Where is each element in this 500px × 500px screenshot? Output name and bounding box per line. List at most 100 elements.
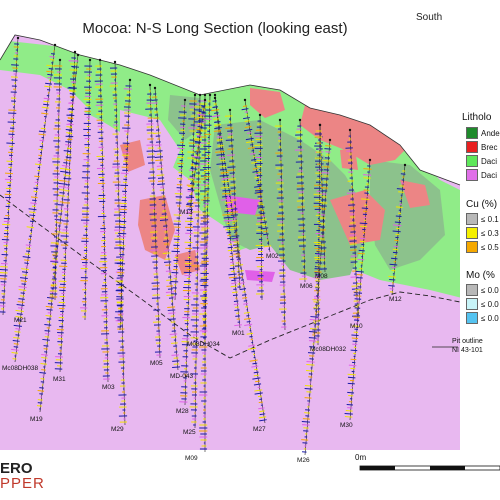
assay-tick [196, 128, 203, 131]
assay-tick [253, 368, 258, 371]
assay-tick [19, 295, 25, 297]
assay-tick [301, 439, 309, 441]
assay-tick [259, 419, 267, 422]
breccia-zone-6 [340, 148, 358, 170]
scale-zero-label: 0m [355, 453, 367, 462]
assay-tick [48, 68, 54, 70]
assay-tick [49, 55, 56, 58]
assay-tick [191, 161, 199, 164]
assay-tick [309, 328, 318, 330]
assay-tick [29, 214, 36, 217]
assay-tick [249, 359, 258, 362]
assay-tick [214, 112, 219, 114]
assay-tick [187, 185, 196, 188]
legend-label: Brec [481, 142, 498, 152]
assay-tick [39, 139, 45, 142]
drill-collar [243, 98, 247, 102]
assay-tick [231, 240, 240, 243]
assay-tick [33, 187, 39, 190]
assay-tick [38, 130, 47, 133]
assay-tick [47, 296, 55, 299]
assay-tick [363, 168, 372, 170]
assay-tick [67, 120, 73, 122]
hole-label: M01 [232, 330, 245, 337]
assay-tick [318, 223, 326, 225]
andesite-zone-2 [370, 160, 445, 270]
assay-tick [168, 312, 176, 314]
assay-tick [228, 213, 235, 216]
hole-label: M10 [350, 323, 363, 330]
assay-tick [352, 316, 360, 318]
assay-tick [37, 390, 45, 392]
assay-tick [228, 219, 237, 222]
company-logo: ERO PPER [0, 461, 45, 491]
assay-tick [225, 228, 232, 231]
assay-tick [50, 260, 59, 263]
assay-tick [314, 268, 322, 270]
assay-tick [234, 324, 242, 327]
assay-tick [253, 371, 259, 374]
assay-tick [217, 133, 222, 135]
assay-tick [363, 177, 371, 179]
assay-tick [45, 82, 53, 85]
assay-tick [316, 250, 324, 252]
drill-hole-trace [194, 94, 201, 429]
drill-collar [328, 138, 332, 142]
assay-tick [26, 250, 31, 252]
pit-outline-note: Pit outline NI 43-101 [452, 337, 483, 355]
drill-collar [403, 163, 407, 167]
assay-tick [247, 146, 255, 149]
assay-tick [348, 364, 357, 367]
assay-tick [230, 225, 237, 228]
assay-tick [61, 165, 68, 167]
assay-tick [154, 150, 163, 152]
assay-tick [22, 274, 28, 276]
assay-tick [363, 174, 372, 176]
legend-item-cu-low: ≤ 0.1 [466, 213, 499, 225]
assay-tick [167, 306, 176, 308]
assay-tick [13, 346, 19, 348]
drill-hole-trace [317, 124, 321, 346]
assay-tick [155, 159, 164, 161]
assay-tick [20, 277, 28, 280]
dacite-pink-pocket [0, 70, 90, 118]
assay-tick [198, 119, 204, 122]
assay-tick [359, 222, 368, 225]
assay-tick [15, 316, 23, 318]
assay-tick [186, 203, 193, 206]
assay-tick [30, 196, 38, 199]
assay-tick [255, 380, 261, 383]
assay-tick [244, 128, 253, 132]
assay-tick [34, 175, 41, 178]
assay-tick [233, 249, 241, 252]
hole-label: M08 [315, 273, 328, 280]
drill-hole-trace [259, 114, 263, 301]
assay-tick [46, 64, 55, 67]
assay-tick [69, 93, 76, 95]
assay-tick [16, 313, 23, 315]
assay-tick [187, 188, 195, 191]
assay-tick [225, 189, 231, 192]
breccia-zone-2 [250, 88, 285, 118]
assay-tick [24, 259, 30, 261]
assay-tick [60, 170, 68, 173]
assay-tick [158, 198, 167, 200]
legend-swatch [466, 241, 478, 253]
assay-tick [172, 360, 180, 362]
assay-tick [42, 338, 50, 341]
mo-legend-title: Mo (% [466, 270, 495, 281]
assay-tick [253, 374, 260, 377]
hole-label: M27 [253, 426, 266, 433]
assay-tick [223, 219, 231, 222]
drill-collar [298, 118, 302, 122]
drill-collar [193, 93, 197, 97]
assay-tick [354, 289, 363, 291]
assay-tick [171, 354, 179, 356]
assay-tick [172, 366, 181, 368]
assay-tick [220, 186, 227, 189]
legend-label: Daci [481, 156, 498, 166]
assay-tick [20, 280, 27, 282]
assay-tick [304, 397, 312, 399]
andesite-zone-3 [168, 95, 205, 140]
lithology-legend-title: Litholo [462, 112, 492, 123]
